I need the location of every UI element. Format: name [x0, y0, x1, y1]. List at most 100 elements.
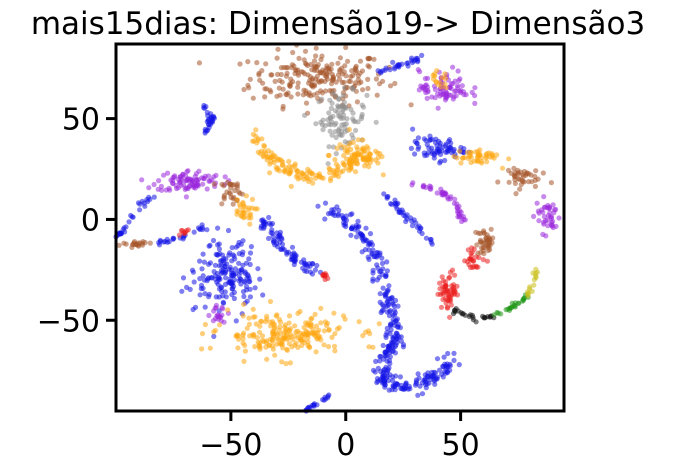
scatter-point [357, 58, 364, 64]
scatter-point [254, 140, 260, 146]
scatter-point [484, 238, 490, 244]
scatter-point [196, 60, 202, 66]
scatter-point [267, 220, 273, 226]
scatter-point [350, 135, 356, 141]
scatter-point [362, 163, 368, 169]
scatter-point [219, 252, 226, 258]
scatter-point [373, 119, 379, 125]
scatter-point [393, 373, 399, 379]
scatter-point [205, 276, 211, 282]
scatter-point [277, 92, 283, 98]
scatter-point [440, 296, 446, 303]
scatter-point [404, 212, 410, 218]
scatter-point [304, 268, 310, 274]
scatter-point [286, 313, 293, 319]
scatter-point [415, 392, 421, 398]
scatter-point [377, 250, 383, 256]
scatter-point [379, 255, 385, 261]
scatter-point [335, 213, 341, 219]
scatter-point [166, 239, 172, 245]
scatter-point [480, 230, 487, 236]
cluster-brown [116, 239, 153, 250]
scatter-point [236, 189, 242, 195]
scatter-point [287, 360, 293, 366]
scatter-point [438, 304, 445, 310]
scatter-point [321, 342, 327, 348]
scatter-point [214, 279, 220, 285]
scatter-point [375, 160, 381, 166]
scatter-point [208, 119, 214, 125]
scatter-point [540, 231, 546, 237]
scatter-point [441, 354, 447, 360]
scatter-point [180, 275, 187, 281]
scatter-point [478, 249, 484, 256]
scatter-point [140, 239, 146, 245]
scatter-point [480, 257, 486, 263]
scatter-point [261, 142, 267, 149]
scatter-point [241, 301, 247, 307]
scatter-point [433, 136, 439, 142]
scatter-point [495, 179, 501, 185]
scatter-point [392, 80, 398, 87]
scatter-point [349, 160, 355, 166]
scatter-point [484, 151, 490, 157]
scatter-point [365, 145, 371, 152]
scatter-point [432, 86, 438, 93]
scatter-point [206, 124, 212, 130]
scatter-point [541, 214, 548, 220]
scatter-point [322, 273, 328, 279]
scatter-point [212, 262, 218, 268]
scatter-point [474, 242, 480, 248]
scatter-point [211, 333, 217, 339]
scatter-point [240, 313, 246, 319]
scatter-point [202, 291, 208, 297]
scatter-point [513, 191, 519, 197]
scatter-point [280, 86, 286, 92]
scatter-point [458, 160, 464, 166]
scatter-point [415, 146, 421, 152]
scatter-point [452, 307, 458, 313]
scatter-point [422, 83, 428, 89]
scatter-point [332, 157, 338, 163]
scatter-point [350, 110, 356, 116]
scatter-point [429, 150, 435, 156]
scatter-point [305, 405, 311, 411]
scatter-point [379, 260, 386, 266]
scatter-point [425, 370, 431, 376]
scatter-point [318, 320, 324, 326]
scatter-point [331, 310, 337, 316]
scatter-point [300, 337, 307, 343]
scatter-point [422, 376, 428, 382]
scatter-point [469, 89, 475, 95]
scatter-point [472, 85, 478, 91]
scatter-point [360, 137, 366, 143]
scatter-point [385, 287, 391, 293]
scatter-point [527, 286, 533, 292]
scatter-point [423, 235, 429, 241]
scatter-point [259, 217, 265, 223]
scatter-point [494, 152, 500, 158]
scatter-point [206, 261, 212, 267]
scatter-point [335, 163, 341, 170]
scatter-point [387, 349, 393, 356]
scatter-point [216, 275, 222, 281]
scatter-point [336, 207, 342, 213]
cluster-gray [302, 84, 379, 167]
scatter-point [223, 275, 229, 281]
scatter-point [277, 340, 283, 347]
scatter-point [222, 174, 228, 180]
scatter-point [359, 249, 365, 255]
scatter-point [331, 343, 338, 349]
scatter-point [267, 161, 273, 167]
scatter-point [415, 135, 421, 141]
scatter-point [208, 114, 214, 120]
scatter-point [370, 278, 376, 284]
scatter-point [191, 229, 197, 235]
scatter-point [197, 258, 203, 264]
scatter-point [508, 170, 514, 176]
scatter-point [466, 313, 472, 320]
scatter-point [179, 174, 185, 180]
scatter-point [275, 46, 281, 52]
scatter-point [288, 183, 294, 189]
scatter-point [394, 381, 400, 387]
